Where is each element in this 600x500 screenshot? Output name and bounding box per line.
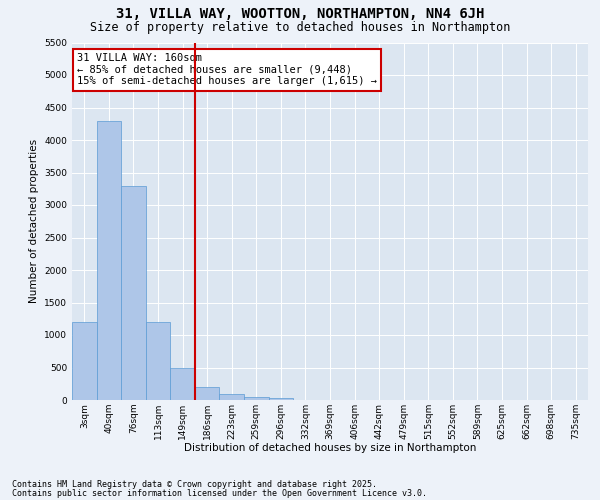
Bar	[146, 322, 170, 400]
Bar	[170, 368, 195, 400]
Text: 31, VILLA WAY, WOOTTON, NORTHAMPTON, NN4 6JH: 31, VILLA WAY, WOOTTON, NORTHAMPTON, NN4…	[116, 8, 484, 22]
Text: 31 VILLA WAY: 160sqm
← 85% of detached houses are smaller (9,448)
15% of semi-de: 31 VILLA WAY: 160sqm ← 85% of detached h…	[77, 53, 377, 86]
Bar	[72, 322, 97, 400]
Bar	[269, 398, 293, 400]
Bar	[97, 120, 121, 400]
Bar	[244, 397, 269, 400]
Text: Size of property relative to detached houses in Northampton: Size of property relative to detached ho…	[90, 21, 510, 34]
Bar	[195, 387, 220, 400]
Y-axis label: Number of detached properties: Number of detached properties	[29, 139, 38, 304]
Text: Contains HM Land Registry data © Crown copyright and database right 2025.: Contains HM Land Registry data © Crown c…	[12, 480, 377, 489]
Bar	[121, 186, 146, 400]
Text: Contains public sector information licensed under the Open Government Licence v3: Contains public sector information licen…	[12, 488, 427, 498]
X-axis label: Distribution of detached houses by size in Northampton: Distribution of detached houses by size …	[184, 444, 476, 454]
Bar	[220, 394, 244, 400]
